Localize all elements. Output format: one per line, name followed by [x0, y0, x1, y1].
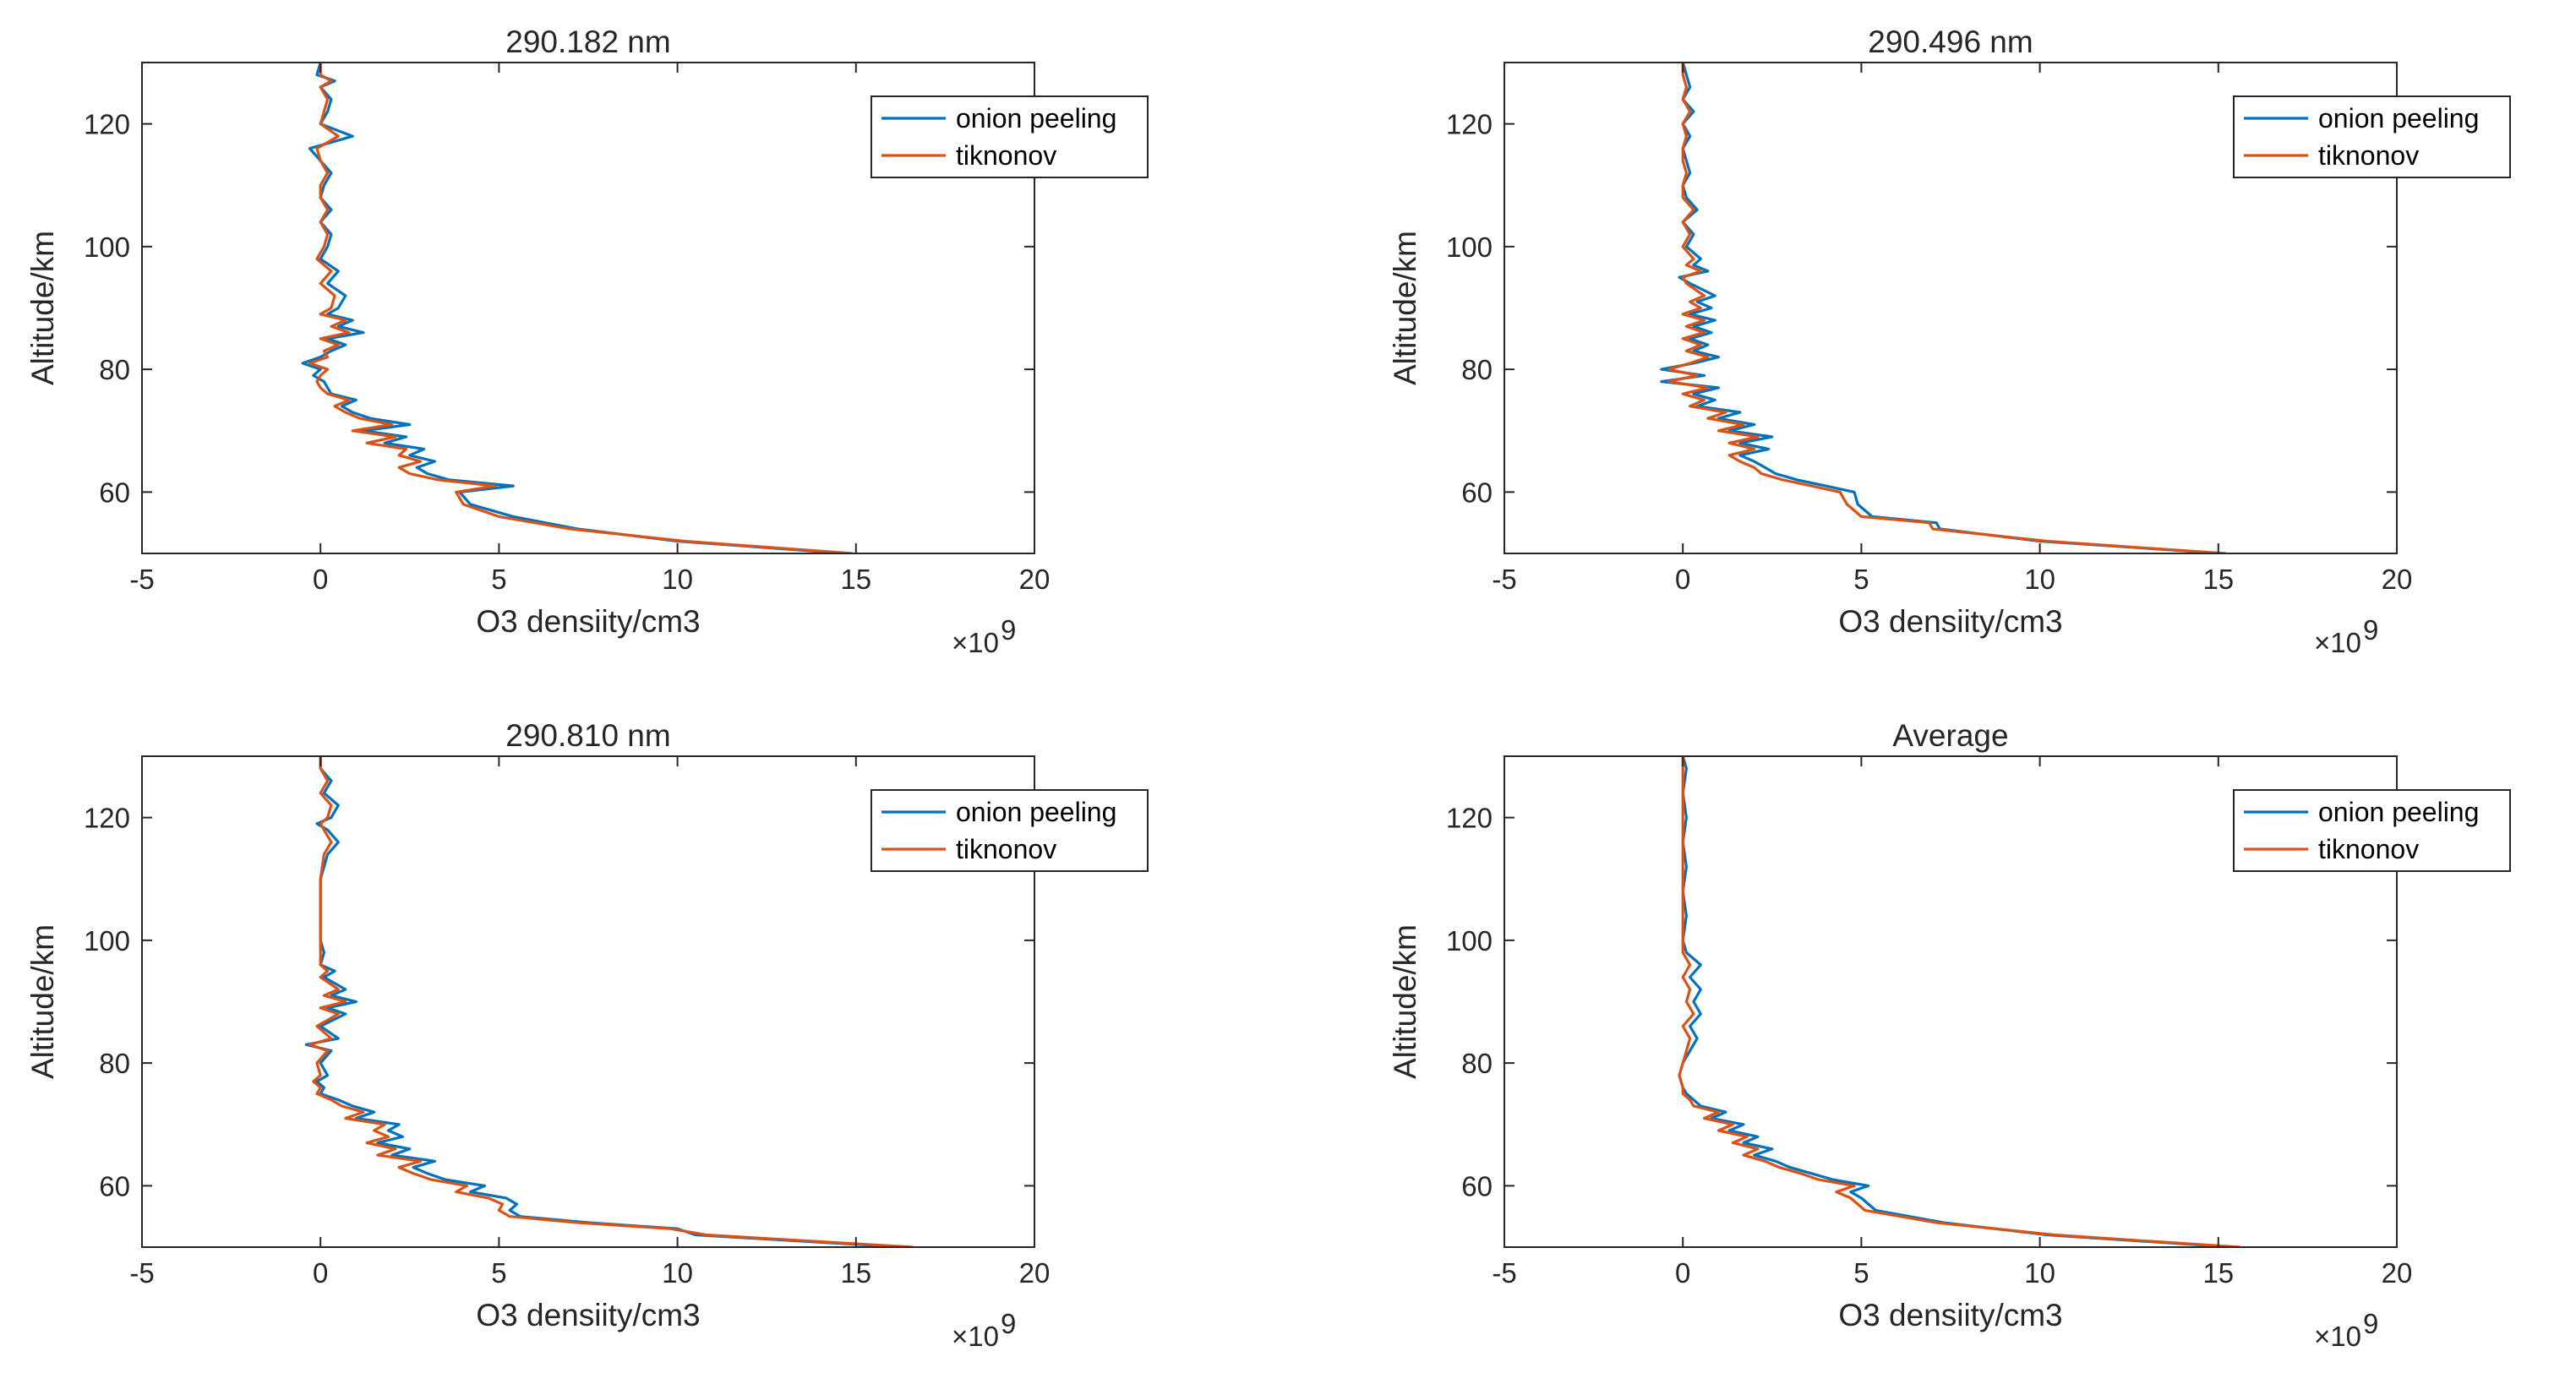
- panel-title: 290.496 nm: [1868, 25, 2033, 59]
- x-tick-label: -5: [129, 1257, 154, 1289]
- y-tick-label: 120: [1446, 109, 1493, 140]
- y-tick-label: 80: [1461, 354, 1493, 385]
- x-tick-label: 10: [662, 1257, 693, 1289]
- y-tick-label: 120: [1446, 803, 1493, 834]
- x-tick-label: 15: [840, 1257, 871, 1289]
- panel-title: 290.810 nm: [505, 718, 670, 753]
- x-tick-label: 20: [2382, 1257, 2413, 1289]
- y-tick-label: 60: [1461, 1170, 1493, 1202]
- series-line-tiknonov: [308, 756, 914, 1247]
- x-axis-label: O3 densiity/cm3: [476, 1298, 700, 1332]
- legend: onion peeling tiknonov: [870, 95, 1149, 178]
- legend-label: onion peeling: [956, 797, 1116, 827]
- y-tick-label: 60: [1461, 477, 1493, 508]
- y-tick-label: 120: [84, 109, 130, 140]
- legend-label: tiknonov: [2318, 140, 2419, 171]
- legend-box: [870, 789, 1149, 872]
- legend-label: onion peeling: [2318, 797, 2479, 827]
- legend: onion peeling tiknonov: [870, 789, 1149, 872]
- y-tick-label: 120: [84, 803, 130, 834]
- panel-3: 290.810 nm Altitude/km O3 densiity/cm3 -…: [25, 718, 1149, 1352]
- legend-label: tiknonov: [2318, 834, 2419, 864]
- y-axis-label: Altitude/km: [1388, 924, 1422, 1079]
- legend-label: onion peeling: [2318, 103, 2479, 134]
- y-tick-label: 60: [99, 1170, 130, 1202]
- x-tick-label: 20: [1019, 1257, 1051, 1289]
- x-tick-label: 10: [662, 564, 693, 595]
- y-axis-label: Altitude/km: [25, 231, 60, 385]
- legend-label: tiknonov: [956, 140, 1056, 171]
- x-exponent-label: ×10: [2314, 1321, 2361, 1352]
- axes-box: [1504, 755, 2398, 1248]
- x-axis-label: O3 densiity/cm3: [476, 604, 700, 639]
- series-line-onion-peeling: [304, 756, 903, 1247]
- x-exponent-label: ×10: [952, 627, 999, 658]
- x-exponent-power: 9: [2363, 614, 2378, 646]
- x-exponent-power: 9: [2363, 1308, 2378, 1339]
- x-tick-label: -5: [1492, 564, 1516, 595]
- y-tick-label: 100: [84, 925, 130, 956]
- series-line-onion-peeling: [1660, 63, 2223, 553]
- y-tick-label: 100: [1446, 925, 1493, 956]
- x-tick-label: 10: [2024, 564, 2055, 595]
- legend-label: tiknonov: [956, 834, 1056, 864]
- x-axis-label: O3 densiity/cm3: [1838, 604, 2062, 639]
- panel-1: 290.182 nm Altitude/km O3 densiity/cm3 -…: [25, 25, 1149, 658]
- x-tick-label: 15: [2202, 564, 2234, 595]
- legend-box: [870, 95, 1149, 178]
- legend-box: [2233, 789, 2511, 872]
- y-axis-label: Altitude/km: [1388, 231, 1422, 385]
- x-exponent-label: ×10: [2314, 627, 2361, 658]
- x-tick-label: 0: [1675, 564, 1690, 595]
- axes-box: [1504, 62, 2398, 554]
- panel-2: 290.496 nm Altitude/km O3 densiity/cm3 -…: [1388, 25, 2511, 658]
- axes-box: [141, 62, 1035, 554]
- x-tick-label: -5: [129, 564, 154, 595]
- x-tick-label: 15: [840, 564, 871, 595]
- axes-box: [141, 755, 1035, 1248]
- series-line-onion-peeling: [1678, 756, 2233, 1247]
- x-exponent-power: 9: [1001, 1308, 1016, 1339]
- y-tick-label: 100: [84, 232, 130, 263]
- y-tick-label: 80: [1461, 1048, 1493, 1079]
- y-tick-label: 60: [99, 477, 130, 508]
- legend-box: [2233, 95, 2511, 178]
- x-tick-label: -5: [1492, 1257, 1516, 1289]
- series-line-tiknonov: [308, 63, 853, 553]
- y-tick-label: 80: [99, 354, 130, 385]
- x-tick-label: 5: [1853, 1257, 1869, 1289]
- panel-title: 290.182 nm: [505, 25, 670, 59]
- x-tick-label: 15: [2202, 1257, 2234, 1289]
- x-tick-label: 5: [1853, 564, 1869, 595]
- panel-4: Average Altitude/km O3 densiity/cm3 -5 0 5…: [1388, 718, 2511, 1352]
- y-axis-label: Altitude/km: [25, 924, 60, 1079]
- x-tick-label: 0: [1675, 1257, 1690, 1289]
- legend-label: onion peeling: [956, 103, 1116, 134]
- x-exponent-power: 9: [1001, 614, 1016, 646]
- x-tick-label: 5: [491, 564, 506, 595]
- series-line-tiknonov: [1667, 63, 2226, 553]
- panel-title: Average: [1892, 718, 2008, 753]
- x-tick-label: 5: [491, 1257, 506, 1289]
- series-line-onion-peeling: [301, 63, 846, 553]
- legend: onion peeling tiknonov: [2233, 95, 2511, 178]
- y-tick-label: 80: [99, 1048, 130, 1079]
- series-line-tiknonov: [1678, 756, 2240, 1247]
- x-tick-label: 20: [1019, 564, 1051, 595]
- x-exponent-label: ×10: [952, 1321, 999, 1352]
- legend: onion peeling tiknonov: [2233, 789, 2511, 872]
- x-tick-label: 10: [2024, 1257, 2055, 1289]
- y-tick-label: 100: [1446, 232, 1493, 263]
- x-tick-label: 20: [2382, 564, 2413, 595]
- x-tick-label: 0: [313, 564, 328, 595]
- x-axis-label: O3 densiity/cm3: [1838, 1298, 2062, 1332]
- x-tick-label: 0: [313, 1257, 328, 1289]
